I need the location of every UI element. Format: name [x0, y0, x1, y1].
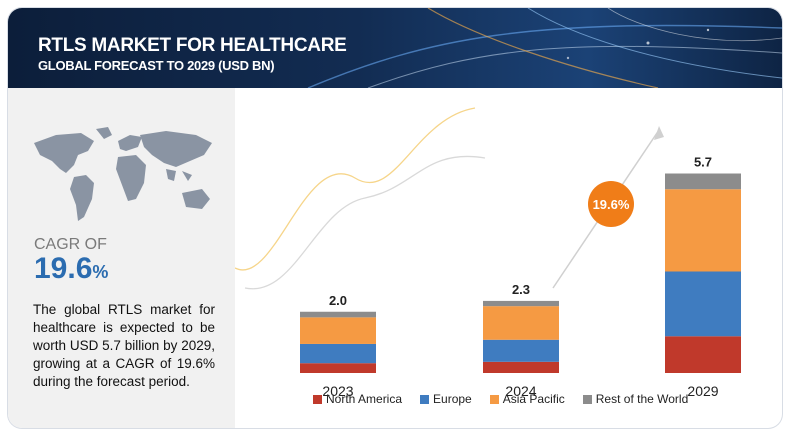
labels-group: 2.0 2023 2.3 2024 5.7 2029	[322, 155, 718, 400]
decorative-curves	[235, 107, 486, 290]
bar-segment-2023-asia-pacific	[300, 317, 376, 344]
page-title: RTLS MARKET FOR HEALTHCARE	[38, 35, 347, 56]
bar-segment-2029-rest-of-the-world	[665, 173, 741, 190]
stacked-bar-chart: 19.6% 2.0 2023 2.3 2024 5.7 2029	[235, 107, 741, 400]
cagr-label: CAGR OF	[34, 236, 107, 253]
bar-segment-2029-north-america	[665, 336, 741, 373]
bar-segment-2024-europe	[483, 339, 559, 362]
category-label-2029: 2029	[687, 383, 718, 399]
legend-label: North America	[326, 392, 403, 406]
legend-swatch	[582, 394, 592, 404]
bar-segment-2023-north-america	[300, 363, 376, 373]
legend-item-asia-pacific: Asia Pacific	[489, 392, 565, 406]
bar-segment-2023-rest-of-the-world	[300, 311, 376, 318]
total-label-2029: 5.7	[694, 155, 712, 170]
legend-label: Asia Pacific	[502, 392, 565, 406]
bar-segment-2024-asia-pacific	[483, 306, 559, 340]
cagr-value: 19.6%	[34, 252, 108, 286]
bar-segment-2024-rest-of-the-world	[483, 300, 559, 307]
bar-segment-2029-asia-pacific	[665, 189, 741, 272]
legend-label: Rest of the World	[595, 392, 689, 406]
cagr-bubble-label: 19.6%	[593, 197, 630, 212]
infographic: RTLS MARKET FOR HEALTHCARE GLOBAL FORECA…	[8, 8, 782, 428]
legend: North America Europe Asia Pacific Rest of t…	[313, 392, 706, 406]
category-label-2023: 2023	[322, 383, 353, 399]
market-description: The global RTLS market for healthcare is…	[33, 302, 215, 389]
bar-segment-2023-europe	[300, 343, 376, 364]
bar-segment-2024-north-america	[483, 361, 559, 373]
category-label-2024: 2024	[505, 383, 536, 399]
legend-item-north-america: North America	[313, 392, 402, 406]
total-label-2024: 2.3	[512, 282, 530, 297]
legend-swatch	[489, 394, 499, 404]
cagr-number: 19.6	[34, 252, 93, 285]
page-subtitle: GLOBAL FORECAST TO 2029 (USD BN)	[38, 58, 275, 73]
summary-panel: CAGR OF 19.6% The global RTLS market for…	[8, 88, 235, 428]
legend-item-europe: Europe	[420, 392, 472, 406]
cagr-bubble: 19.6%	[588, 181, 634, 227]
world-map-icon	[34, 127, 212, 221]
legend-swatch	[420, 394, 430, 404]
growth-arrow-head	[654, 126, 664, 140]
header-light-trails	[307, 8, 782, 88]
total-label-2023: 2.0	[329, 293, 347, 308]
legend-label: Europe	[433, 392, 472, 406]
bar-segment-2029-europe	[665, 271, 741, 337]
bars-group	[300, 173, 741, 373]
legend-item-rest-of-the-world: Rest of the World	[582, 392, 689, 406]
header-banner: RTLS MARKET FOR HEALTHCARE GLOBAL FORECA…	[8, 8, 782, 88]
legend-swatch	[313, 394, 322, 404]
cagr-unit: %	[92, 262, 109, 282]
